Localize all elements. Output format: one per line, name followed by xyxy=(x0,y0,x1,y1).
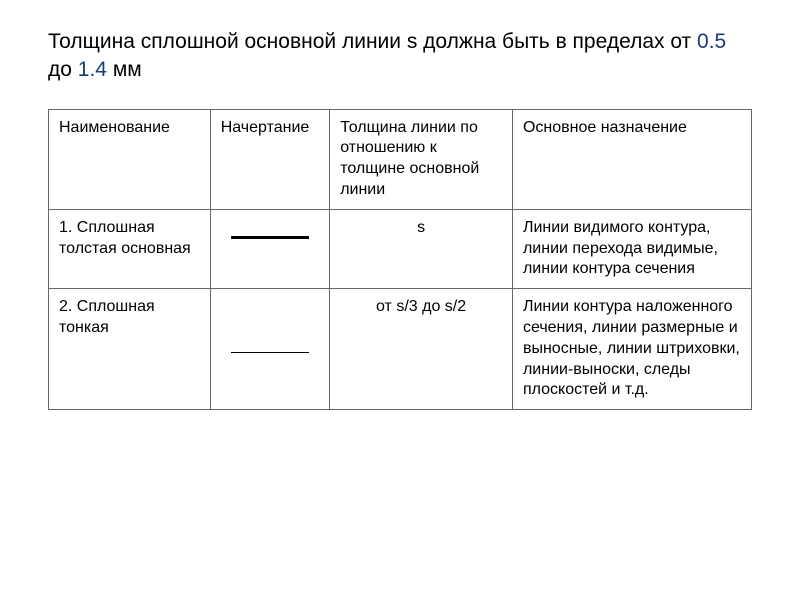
table-row: 1. Сплошная толстая основная s Линии вид… xyxy=(49,209,752,288)
thick-line-icon xyxy=(231,236,310,239)
row1-name: 1. Сплошная толстая основная xyxy=(49,209,211,288)
thin-line-icon xyxy=(231,352,310,353)
heading-accent2: 1.4 xyxy=(78,58,107,81)
page-heading: Толщина сплошной основной линии s должна… xyxy=(48,28,752,85)
row2-name: 2. Сплошная тонкая xyxy=(49,289,211,410)
header-col-purpose: Основное назначение xyxy=(512,109,751,209)
heading-part2: до xyxy=(48,58,78,81)
row2-line-sample xyxy=(210,289,330,410)
header-col-thickness: Толщина линии по отношению к толщине осн… xyxy=(330,109,513,209)
row2-purpose: Линии контура наложенного сечения, линии… xyxy=(512,289,751,410)
header-col-name: Наименование xyxy=(49,109,211,209)
heading-part1: Толщина сплошной основной линии s должна… xyxy=(48,30,697,53)
row1-thickness: s xyxy=(330,209,513,288)
heading-accent1: 0.5 xyxy=(697,30,726,53)
header-col-style: Начертание xyxy=(210,109,330,209)
row2-thickness: от s/3 до s/2 xyxy=(330,289,513,410)
line-types-table: Наименование Начертание Толщина линии по… xyxy=(48,109,752,411)
heading-part3: мм xyxy=(107,58,142,81)
row1-purpose: Линии видимого контура, линии перехода в… xyxy=(512,209,751,288)
row1-line-sample xyxy=(210,209,330,288)
table-header-row: Наименование Начертание Толщина линии по… xyxy=(49,109,752,209)
table-row: 2. Сплошная тонкая от s/3 до s/2 Линии к… xyxy=(49,289,752,410)
